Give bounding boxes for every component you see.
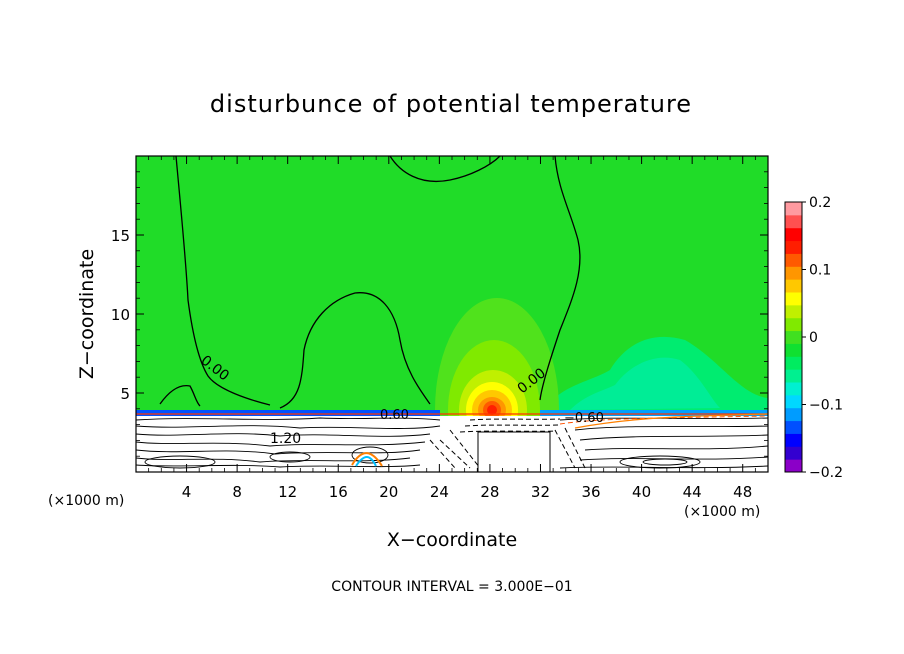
colorbar-tick-label-2: 0 xyxy=(809,330,818,346)
colorbar-swatch-6 xyxy=(785,382,802,396)
colorbar-swatch-13 xyxy=(785,292,802,306)
x-tick-label-10: 44 xyxy=(683,483,702,501)
x-tick-label-2: 12 xyxy=(278,483,297,501)
colorbar-swatch-19 xyxy=(785,214,802,229)
zero-contours xyxy=(159,156,581,409)
colorbar-swatch-8 xyxy=(785,356,802,370)
boundary-layer xyxy=(136,416,768,472)
colorbar-swatch-14 xyxy=(785,279,802,293)
x-tick-label-11: 48 xyxy=(733,483,752,501)
contour-label-2: −0.60 xyxy=(564,411,604,426)
x-tick-label-0: 4 xyxy=(182,483,192,501)
colorbar-swatch-0 xyxy=(785,459,802,473)
x-unit-label-right: (×1000 m) xyxy=(684,504,760,520)
contour-label-4: 0.60 xyxy=(380,408,409,423)
x-tick-label-7: 32 xyxy=(531,483,550,501)
contour-labels: 0.00 0.00 −0.60 1.20 0.60 xyxy=(198,353,604,447)
colorbar-swatch-17 xyxy=(785,240,802,254)
contour-label-3: 1.20 xyxy=(270,431,301,447)
y-tick-label-0: 5 xyxy=(120,385,130,403)
colorbar-swatch-12 xyxy=(785,304,802,319)
colorbar-tick-label-3: −0.1 xyxy=(809,398,843,414)
colorbar-swatch-16 xyxy=(785,253,802,267)
colorbar-swatch-15 xyxy=(785,266,802,280)
x-tick-label-3: 16 xyxy=(329,483,348,501)
boundary-contours xyxy=(136,417,768,469)
contour-interval-note: CONTOUR INTERVAL = 3.000E−01 xyxy=(331,579,572,595)
colorbar-tick-label-4: −0.2 xyxy=(809,465,843,481)
x-tick-label-1: 8 xyxy=(232,483,242,501)
colorbar-swatch-9 xyxy=(785,343,802,357)
x-axis-label: X−coordinate xyxy=(387,529,517,551)
colorbar-swatch-10 xyxy=(785,330,802,344)
colorbar-swatch-4 xyxy=(785,407,802,422)
colorbar-tick-label-0: 0.2 xyxy=(809,195,831,211)
x-tick-label-4: 20 xyxy=(379,483,398,501)
colorbar-swatch-20 xyxy=(785,202,802,216)
x-tick-label-5: 24 xyxy=(430,483,449,501)
colorbar-swatch-5 xyxy=(785,394,802,409)
y-tick-label-2: 15 xyxy=(111,227,130,245)
colorbar-swatch-11 xyxy=(785,317,802,332)
y-tick-label-1: 10 xyxy=(111,306,130,324)
x-tick-label-9: 40 xyxy=(632,483,651,501)
colorbar-ticks: 0.2 0.1 0 −0.1 −0.2 xyxy=(802,195,843,481)
colorbar-swatch-7 xyxy=(785,369,802,383)
x-axis: 4 8 12 16 20 24 28 32 36 40 44 48 xyxy=(148,156,756,501)
y-axis: 5 10 15 xyxy=(111,171,768,457)
colorbar-swatch-18 xyxy=(785,227,802,242)
colorbar xyxy=(785,202,802,473)
boundary-dashed-contours xyxy=(429,415,768,469)
cool-anomaly-inner xyxy=(570,357,720,410)
colorbar-tick-label-1: 0.1 xyxy=(809,263,831,279)
colorbar-swatch-2 xyxy=(785,433,802,447)
heatmap-field xyxy=(136,156,768,472)
x-tick-label-6: 28 xyxy=(480,483,499,501)
chart-title: disturbunce of potential temperature xyxy=(210,90,692,118)
colorbar-swatch-3 xyxy=(785,420,802,434)
y-axis-label: Z−coordinate xyxy=(76,249,98,379)
x-unit-label-left: (×1000 m) xyxy=(48,493,124,509)
x-tick-label-8: 36 xyxy=(581,483,600,501)
colorbar-swatch-1 xyxy=(785,446,802,460)
